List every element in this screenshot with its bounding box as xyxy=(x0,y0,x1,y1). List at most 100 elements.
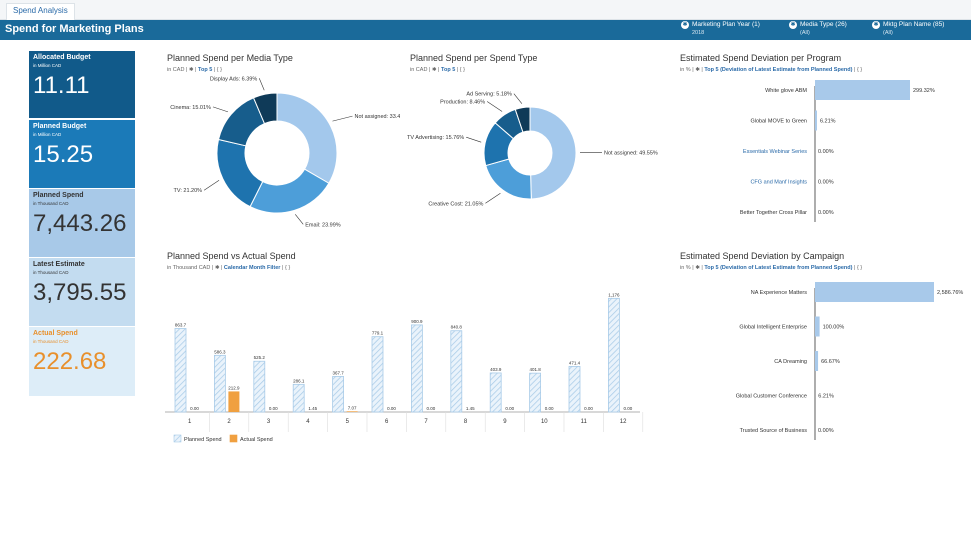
actual-value-label: 1.45 xyxy=(308,406,317,411)
category-label: Trusted Source of Business xyxy=(740,428,808,434)
filter-label: Media Type (26) xyxy=(800,21,847,28)
filter-label: Mktg Plan Name (85) xyxy=(883,21,945,28)
filter-mktg-plan-name[interactable]: ✱ Mktg Plan Name (85) (All) xyxy=(872,21,944,37)
planned-value-label: 840.8 xyxy=(451,325,463,330)
filter-marketing-plan-year[interactable]: ✱ Marketing Plan Year (1) 2018 xyxy=(681,21,760,37)
x-tick-label: 5 xyxy=(346,419,350,425)
x-tick-label: 12 xyxy=(620,419,627,425)
actual-value-label: 0.00 xyxy=(505,406,514,411)
variable-icon[interactable]: { } xyxy=(856,265,863,271)
donut-chart-media-type[interactable]: Not assigned: 33.41% Email: 23.99% TV: 21.… xyxy=(160,75,400,235)
panel-title-deviation-program: Estimated Spend Deviation per Program xyxy=(680,53,842,63)
kpi-latest-estimate[interactable]: Latest Estimate in Thousand CAD 3,795.55 xyxy=(29,258,135,326)
planned-bar[interactable] xyxy=(292,383,305,413)
donut-slice[interactable] xyxy=(514,106,531,133)
kpi-allocated-budget[interactable]: Allocated Budget in Million CAD 11.11 xyxy=(29,51,135,118)
value-label: 6.21% xyxy=(820,119,836,125)
donut-slice[interactable] xyxy=(529,106,577,200)
slice-label: Cinema: 15.01% xyxy=(170,105,211,111)
planned-bar[interactable] xyxy=(450,330,463,413)
kpi-actual-spend[interactable]: Actual Spend in Thousand CAD 222.68 xyxy=(29,327,135,396)
top5-link[interactable]: Top 5 xyxy=(441,67,456,73)
donut-slice[interactable] xyxy=(276,92,338,184)
unit-label: in % xyxy=(680,265,691,271)
kpi-label: Latest Estimate xyxy=(33,261,85,268)
donut-slice[interactable] xyxy=(252,92,278,125)
actual-value-label: 0.00 xyxy=(387,406,396,411)
planned-value-label: 403.9 xyxy=(490,367,502,372)
value-label: 6.21% xyxy=(818,394,834,400)
planned-bar[interactable] xyxy=(607,297,620,413)
x-tick-label: 4 xyxy=(306,419,310,425)
bar[interactable] xyxy=(815,80,910,100)
actual-bar[interactable] xyxy=(346,411,358,412)
planned-bar[interactable] xyxy=(253,360,266,413)
x-tick-label: 2 xyxy=(227,419,231,425)
top5-link[interactable]: Top 5 (Deviation of Latest Estimate from… xyxy=(704,265,853,271)
bar-chart-deviation-program[interactable]: White glove ABM 299.32% Global MOVE to Gre… xyxy=(680,75,965,225)
actual-value-label: 0.00 xyxy=(545,406,554,411)
unit-label: in % xyxy=(680,67,691,73)
x-tick-label: 9 xyxy=(503,419,507,425)
settings-icon[interactable]: ✱ xyxy=(695,265,700,271)
bar[interactable] xyxy=(815,110,817,131)
actual-value-label: 0.00 xyxy=(190,406,199,411)
x-tick-label: 3 xyxy=(267,419,271,425)
variable-icon[interactable]: { } xyxy=(216,67,222,73)
bar[interactable] xyxy=(815,351,819,371)
planned-bar[interactable] xyxy=(568,366,581,413)
variable-icon[interactable]: { } xyxy=(284,265,291,271)
filter-value: 2018 xyxy=(692,30,705,36)
leader-line xyxy=(212,106,229,113)
variable-icon[interactable]: { } xyxy=(459,67,465,73)
kpi-unit: in Thousand CAD xyxy=(33,339,69,344)
donut-slice[interactable] xyxy=(485,158,532,200)
leader-line xyxy=(258,78,265,91)
leader-line xyxy=(332,115,353,122)
planned-bar[interactable] xyxy=(529,372,542,413)
settings-icon[interactable]: ✱ xyxy=(214,265,220,271)
leader-line xyxy=(485,193,501,204)
bar-chart-planned-vs-actual[interactable]: 1 863.7 0.00 2 586.3 212.9 3 525.2 0.00 4 286.1 1.4… xyxy=(160,280,650,450)
panel-title-deviation-campaign: Estimated Spend Deviation by Campaign xyxy=(680,251,845,261)
planned-bar[interactable] xyxy=(332,376,345,413)
filter-media-type[interactable]: ✱ Media Type (26) (All) xyxy=(789,21,847,37)
bar[interactable] xyxy=(815,316,820,337)
donut-chart-spend-type[interactable]: Not assigned: 49.55% Creative Cost: 21.05… xyxy=(405,75,665,235)
category-label: Global MOVE to Green xyxy=(750,119,807,125)
bar-chart-deviation-campaign[interactable]: NA Experience Matters 2,586.76% Global Int… xyxy=(680,272,965,442)
settings-icon[interactable]: ✱ xyxy=(188,67,194,73)
x-tick-label: 7 xyxy=(424,419,428,425)
settings-icon[interactable]: ✱ xyxy=(695,67,700,73)
legend-label: Actual Spend xyxy=(240,437,273,443)
filter-icon: ✱ xyxy=(789,21,797,29)
bar[interactable] xyxy=(815,282,934,302)
settings-icon[interactable]: ✱ xyxy=(431,67,437,73)
slice-label: TV: 21.20% xyxy=(174,188,203,194)
category-label[interactable]: CFG and Manf Insights xyxy=(750,180,807,186)
top5-link[interactable]: Top 5 xyxy=(198,67,213,73)
tab-spend-analysis[interactable]: Spend Analysis xyxy=(6,3,75,20)
page-title: Spend for Marketing Plans xyxy=(5,23,144,35)
variable-icon[interactable]: { } xyxy=(856,67,863,73)
top5-link[interactable]: Top 5 (Deviation of Latest Estimate from… xyxy=(704,67,853,73)
planned-value-label: 401.8 xyxy=(529,367,541,372)
value-label: 299.32% xyxy=(913,88,935,94)
calendar-filter-link[interactable]: Calendar Month Filter xyxy=(223,265,281,271)
planned-bar[interactable] xyxy=(174,328,187,413)
planned-bar[interactable] xyxy=(410,324,423,413)
planned-bar[interactable] xyxy=(371,336,384,413)
kpi-planned-spend[interactable]: Planned Spend in Thousand CAD 7,443.26 xyxy=(29,189,135,257)
planned-bar[interactable] xyxy=(489,372,502,413)
panel-subtitle-deviation-campaign: in % | ✱ | Top 5 (Deviation of Latest Es… xyxy=(680,265,863,271)
leader-line xyxy=(486,101,503,112)
panel-title-media-type: Planned Spend per Media Type xyxy=(167,53,293,63)
actual-value-label: 0.00 xyxy=(584,406,593,411)
actual-value-label: 212.9 xyxy=(228,385,240,390)
planned-bar[interactable] xyxy=(214,354,226,413)
category-label[interactable]: Essentials Webinar Series xyxy=(743,149,807,155)
kpi-planned-budget[interactable]: Planned Budget in Million CAD 15.25 xyxy=(29,120,135,188)
actual-bar[interactable] xyxy=(228,391,240,412)
kpi-unit: in Million CAD xyxy=(33,63,62,68)
actual-value-label: 0.00 xyxy=(269,406,278,411)
